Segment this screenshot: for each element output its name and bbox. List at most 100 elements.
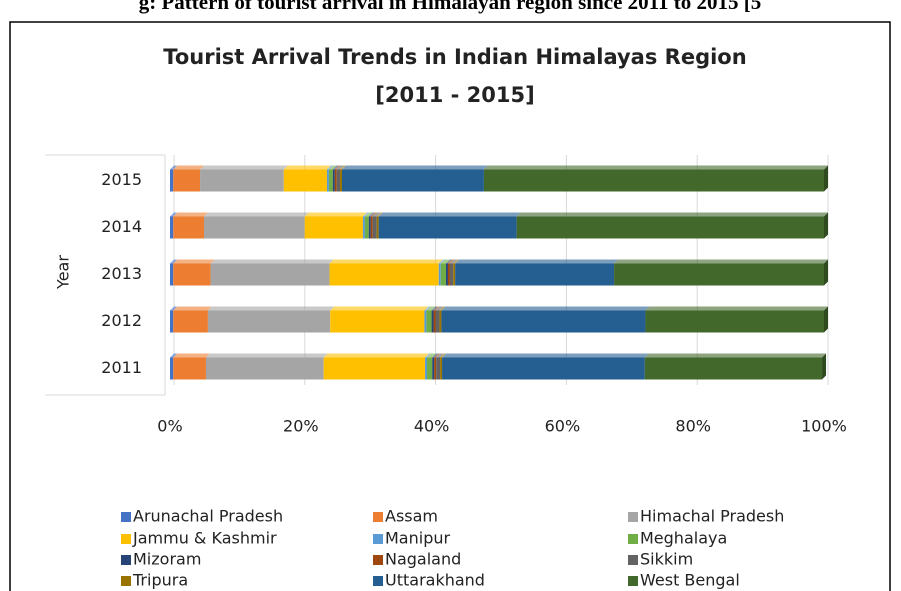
bar-depth (445, 259, 452, 264)
bar-end (824, 165, 828, 192)
bar-end (822, 353, 827, 380)
bar-segment (440, 263, 446, 286)
bar-segment (328, 169, 333, 192)
bar-segment (427, 357, 433, 380)
y-tick-label: 2013 (101, 264, 142, 283)
bar-segment (326, 169, 329, 192)
bar-depth (323, 353, 430, 358)
bar-depth (332, 165, 339, 170)
bar-depth (438, 259, 445, 264)
bar-depth (330, 306, 429, 311)
legend-label: Uttarakhand (385, 571, 485, 590)
y-axis-label: Year (54, 255, 73, 290)
chart-title: [2011 - 2015] (375, 83, 534, 107)
caption: g: Pattern of tourist arrival in Himalay… (139, 0, 762, 14)
bar-segment (424, 310, 427, 333)
legend-swatch (628, 555, 638, 565)
bar-segment (433, 310, 436, 333)
bar-end (824, 212, 828, 239)
y-tick-label: 2014 (101, 217, 142, 236)
bar-segment (370, 216, 373, 239)
bar-depth (434, 353, 441, 358)
legend-swatch (121, 555, 131, 565)
bar-segment (376, 216, 379, 239)
bar-depth (170, 165, 178, 170)
bar-depth (170, 212, 178, 217)
bar-segment (483, 169, 824, 192)
legend-label: Arunachal Pradesh (133, 507, 283, 526)
bar-segment (516, 216, 824, 239)
legend-swatch (628, 576, 638, 586)
bar-depth (362, 212, 369, 217)
bar-depth (432, 353, 439, 358)
bar-depth (204, 212, 309, 217)
legend-label: Assam (385, 507, 438, 526)
bar-segment (342, 169, 484, 192)
bar-depth (368, 212, 375, 217)
legend-swatch (121, 534, 131, 544)
bar-segment (378, 216, 517, 239)
bar-depth (645, 306, 828, 311)
legend-label: Manipur (385, 529, 450, 548)
legend-label: West Bengal (640, 571, 740, 590)
bar-depth (205, 353, 328, 358)
y-tick-label: 2011 (101, 358, 142, 377)
bar-segment (173, 263, 211, 286)
bar-depth (173, 212, 209, 217)
legend-swatch (373, 576, 383, 586)
legend-swatch (373, 534, 383, 544)
x-tick-label: 60% (545, 417, 581, 436)
bar-end (824, 306, 828, 333)
bar-depth (440, 353, 447, 358)
bar-depth (170, 259, 178, 264)
bar-depth (447, 259, 454, 264)
plot-wall (45, 154, 166, 396)
bar-segment (170, 216, 174, 239)
bar-depth (370, 212, 377, 217)
chart-title: Tourist Arrival Trends in Indian Himalay… (163, 45, 746, 69)
bar-depth (441, 306, 650, 311)
bar-segment (440, 357, 443, 380)
legend-label: Nagaland (385, 550, 461, 569)
x-tick-label: 20% (283, 417, 319, 436)
bar-segment (329, 263, 439, 286)
bar-depth (336, 165, 345, 170)
bar-segment (173, 169, 201, 192)
bar-segment (170, 310, 174, 333)
bar-segment (449, 263, 454, 286)
bar-depth (334, 165, 341, 170)
legend-swatch (628, 512, 638, 522)
legend-label: Sikkim (640, 550, 693, 569)
bar-depth (170, 353, 178, 358)
bar-segment (173, 310, 208, 333)
bar-segment (340, 169, 343, 192)
bar-segment (435, 310, 440, 333)
bar-segment (173, 216, 205, 239)
legend-swatch (373, 555, 383, 565)
bar-segment (204, 216, 305, 239)
bar-depth (424, 306, 431, 311)
x-tick-label: 0% (157, 417, 182, 436)
bar-segment (644, 357, 823, 380)
y-tick-label: 2012 (101, 311, 142, 330)
legend-swatch (121, 576, 131, 586)
bar-depth (435, 306, 444, 311)
bar-depth (449, 259, 458, 264)
bar-segment (645, 310, 824, 333)
bar-depth (329, 259, 443, 264)
bar-depth (200, 165, 288, 170)
bar-segment (304, 216, 363, 239)
bar-depth (326, 165, 333, 170)
y-tick-label: 2015 (101, 170, 142, 189)
bar-depth (207, 306, 335, 311)
bar-segment (283, 169, 327, 192)
bar-segment (170, 169, 174, 192)
bar-segment (368, 216, 371, 239)
legend-label: Jammu & Kashmir (132, 529, 277, 548)
bar-segment (432, 357, 435, 380)
bar-segment (205, 357, 324, 380)
bar-segment (445, 263, 448, 286)
bar-depth (210, 259, 334, 264)
bar-segment (439, 310, 442, 333)
bar-segment (207, 310, 331, 333)
